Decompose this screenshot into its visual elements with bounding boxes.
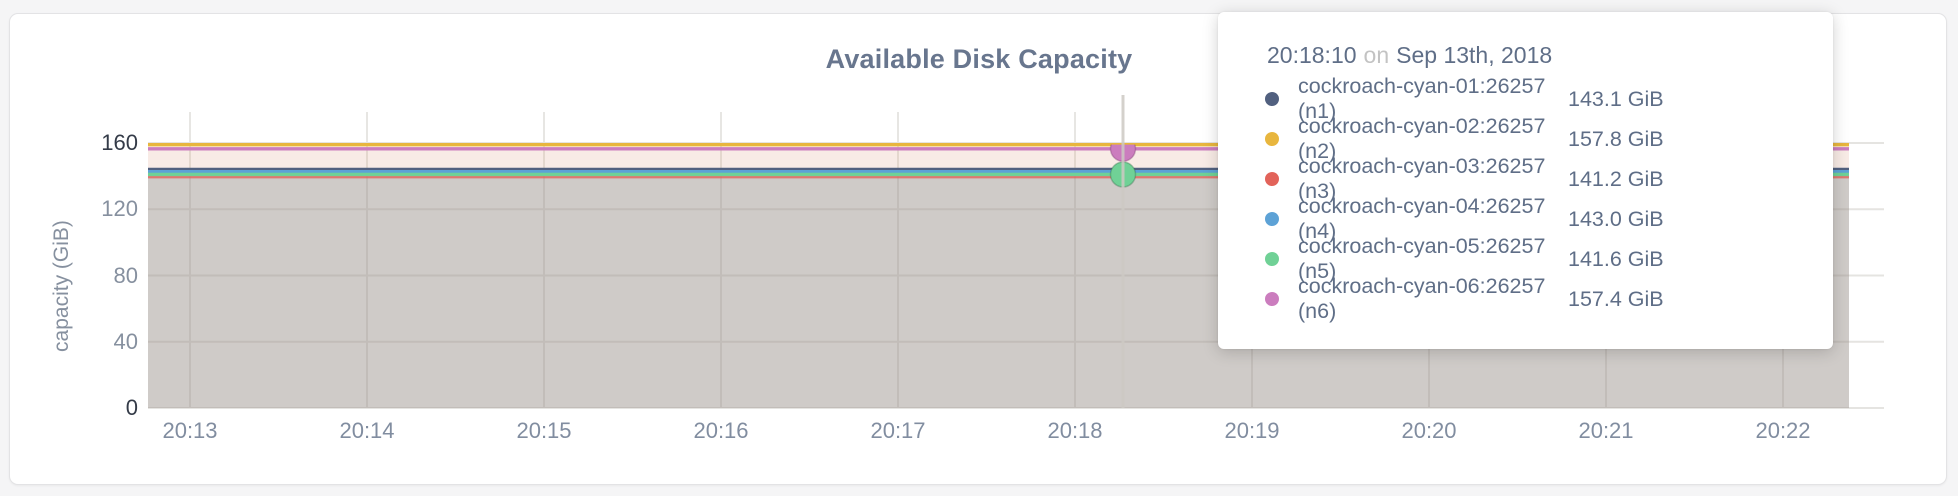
tooltip-node-value: 141.6 GiB [1568,246,1664,271]
hover-tooltip: 20:18:10 on Sep 13th, 2018 cockroach-cyan-… [1218,12,1833,349]
y-tick-0: 0 [125,395,138,420]
tooltip-node-value: 143.1 GiB [1568,86,1664,111]
y-tick-40: 40 [113,328,138,354]
tooltip-row: cockroach-cyan-05:26257 (n5) 141.6 GiB [1265,234,1805,283]
chart-title: Available Disk Capacity [825,44,1133,74]
tooltip-row: cockroach-cyan-04:26257 (n4) 143.0 GiB [1265,194,1805,243]
x-tick-20:22: 20:22 [1755,418,1811,443]
tooltip-row: cockroach-cyan-03:26257 (n3) 141.2 GiB [1265,154,1805,203]
x-tick-20:18: 20:18 [1047,418,1103,443]
tooltip-node-name: cockroach-cyan-03:26257 (n3) [1298,154,1546,203]
series-color-dot-icon [1265,172,1279,186]
tooltip-date: Sep 13th, 2018 [1396,42,1553,68]
tooltip-row: cockroach-cyan-06:26257 (n6) 157.4 GiB [1265,274,1805,323]
tooltip-node-value: 143.0 GiB [1568,206,1664,231]
tooltip-node-value: 141.2 GiB [1568,166,1664,191]
tooltip-node-name: cockroach-cyan-06:26257 (n6) [1298,274,1546,323]
tooltip-time: 20:18:10 [1267,42,1357,68]
tooltip-timestamp: 20:18:10 on Sep 13th, 2018 [1267,42,1805,69]
tooltip-node-name: cockroach-cyan-05:26257 (n5) [1298,234,1546,283]
x-tick-20:16: 20:16 [693,418,749,443]
y-tick-80: 80 [113,262,138,288]
x-tick-20:17: 20:17 [870,418,926,443]
x-tick-20:15: 20:15 [516,418,572,443]
series-color-dot-icon [1265,132,1279,146]
series-color-dot-icon [1265,252,1279,266]
tooltip-node-name: cockroach-cyan-04:26257 (n4) [1298,194,1546,243]
tooltip-row: cockroach-cyan-02:26257 (n2) 157.8 GiB [1265,114,1805,163]
tooltip-row: cockroach-cyan-01:26257 (n1) 143.1 GiB [1265,74,1805,123]
x-tick-20:21: 20:21 [1578,418,1634,443]
x-tick-20:19: 20:19 [1224,418,1280,443]
tooltip-node-value: 157.4 GiB [1568,286,1664,311]
x-tick-20:14: 20:14 [339,418,395,443]
tooltip-node-name: cockroach-cyan-02:26257 (n2) [1298,114,1546,163]
y-tick-160: 160 [101,130,138,155]
x-tick-20:13: 20:13 [162,418,218,443]
series-color-dot-icon [1265,92,1279,106]
y-tick-120: 120 [101,196,138,222]
tooltip-preposition: on [1363,42,1390,68]
series-color-dot-icon [1265,292,1279,306]
x-tick-20:20: 20:20 [1401,418,1457,443]
tooltip-series-list: cockroach-cyan-01:26257 (n1) 143.1 GiB coc… [1265,74,1805,323]
tooltip-node-value: 157.8 GiB [1568,126,1664,151]
tooltip-node-name: cockroach-cyan-01:26257 (n1) [1298,74,1546,123]
series-color-dot-icon [1265,212,1279,226]
